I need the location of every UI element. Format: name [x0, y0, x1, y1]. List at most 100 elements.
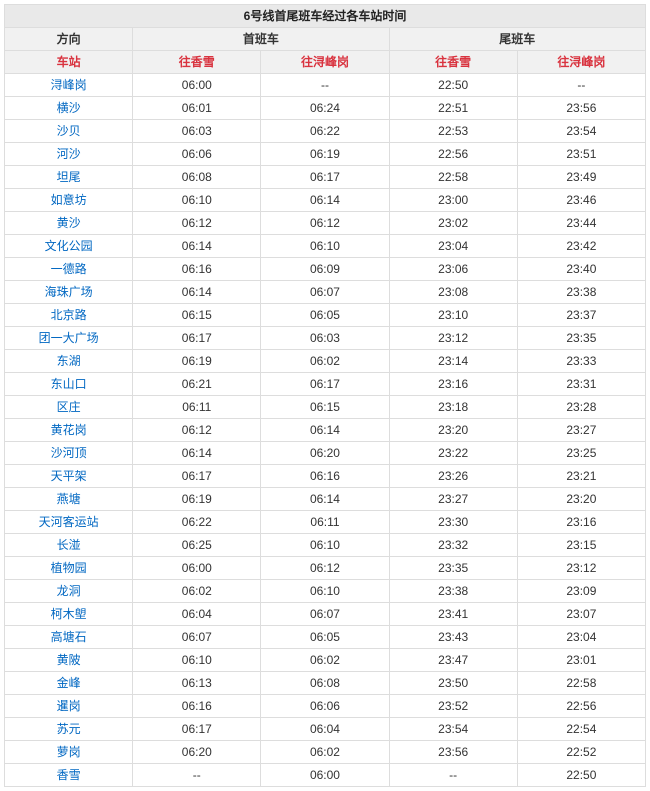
- cell-station: 浔峰岗: [5, 74, 133, 97]
- station-link[interactable]: 天河客运站: [39, 515, 99, 529]
- cell-station: 苏元: [5, 718, 133, 741]
- cell-first-xfg: 06:07: [261, 603, 389, 626]
- station-link[interactable]: 香雪: [57, 768, 81, 782]
- header-direction: 方向: [5, 28, 133, 51]
- cell-first-xfg: 06:10: [261, 580, 389, 603]
- cell-station: 团一大广场: [5, 327, 133, 350]
- station-link[interactable]: 河沙: [57, 147, 81, 161]
- cell-last-xfg: 23:42: [517, 235, 645, 258]
- table-row: 天河客运站06:2206:1123:3023:16: [5, 511, 646, 534]
- cell-station: 沙贝: [5, 120, 133, 143]
- timetable-wrapper: 6号线首尾班车经过各车站时间 方向 首班车 尾班车 车站 往香雪 往浔峰岗 往香…: [4, 4, 646, 787]
- cell-first-xfg: 06:05: [261, 626, 389, 649]
- station-link[interactable]: 黄沙: [57, 216, 81, 230]
- station-link[interactable]: 柯木塱: [51, 607, 87, 621]
- station-link[interactable]: 高塘石: [51, 630, 87, 644]
- cell-last-xfg: 23:20: [517, 488, 645, 511]
- header-last-group: 尾班车: [389, 28, 645, 51]
- station-link[interactable]: 萝岗: [57, 745, 81, 759]
- cell-first-xfg: 06:04: [261, 718, 389, 741]
- station-link[interactable]: 一德路: [51, 262, 87, 276]
- cell-first-xx: 06:17: [133, 327, 261, 350]
- cell-first-xfg: 06:02: [261, 350, 389, 373]
- cell-first-xx: 06:16: [133, 695, 261, 718]
- station-link[interactable]: 文化公园: [45, 239, 93, 253]
- cell-station: 区庄: [5, 396, 133, 419]
- cell-last-xfg: 23:16: [517, 511, 645, 534]
- station-link[interactable]: 东山口: [51, 377, 87, 391]
- table-row: 高塘石06:0706:0523:4323:04: [5, 626, 646, 649]
- table-row: 黄陂06:1006:0223:4723:01: [5, 649, 646, 672]
- station-link[interactable]: 横沙: [57, 101, 81, 115]
- station-link[interactable]: 坦尾: [57, 170, 81, 184]
- cell-station: 文化公园: [5, 235, 133, 258]
- station-link[interactable]: 浔峰岗: [51, 78, 87, 92]
- station-link[interactable]: 暹岗: [57, 699, 81, 713]
- table-row: 海珠广场06:1406:0723:0823:38: [5, 281, 646, 304]
- station-link[interactable]: 团一大广场: [39, 331, 99, 345]
- cell-station: 暹岗: [5, 695, 133, 718]
- cell-last-xx: 23:06: [389, 258, 517, 281]
- cell-last-xx: 23:30: [389, 511, 517, 534]
- station-link[interactable]: 金峰: [57, 676, 81, 690]
- header-last-xx: 往香雪: [389, 51, 517, 74]
- cell-first-xx: 06:20: [133, 741, 261, 764]
- cell-first-xfg: 06:03: [261, 327, 389, 350]
- cell-last-xfg: 23:07: [517, 603, 645, 626]
- station-link[interactable]: 龙洞: [57, 584, 81, 598]
- station-link[interactable]: 区庄: [57, 400, 81, 414]
- cell-last-xx: 23:20: [389, 419, 517, 442]
- cell-first-xfg: 06:12: [261, 212, 389, 235]
- cell-first-xx: 06:17: [133, 465, 261, 488]
- cell-station: 坦尾: [5, 166, 133, 189]
- station-link[interactable]: 黄花岗: [51, 423, 87, 437]
- cell-last-xx: 23:52: [389, 695, 517, 718]
- table-row: 沙贝06:0306:2222:5323:54: [5, 120, 646, 143]
- cell-station: 金峰: [5, 672, 133, 695]
- cell-station: 天平架: [5, 465, 133, 488]
- cell-first-xfg: 06:12: [261, 557, 389, 580]
- station-link[interactable]: 沙河顶: [51, 446, 87, 460]
- station-link[interactable]: 植物园: [51, 561, 87, 575]
- cell-first-xfg: 06:06: [261, 695, 389, 718]
- station-link[interactable]: 苏元: [57, 722, 81, 736]
- cell-last-xfg: 22:50: [517, 764, 645, 787]
- cell-last-xx: 23:32: [389, 534, 517, 557]
- cell-first-xfg: 06:14: [261, 488, 389, 511]
- cell-last-xx: 23:26: [389, 465, 517, 488]
- cell-first-xx: 06:14: [133, 442, 261, 465]
- cell-station: 植物园: [5, 557, 133, 580]
- station-link[interactable]: 黄陂: [57, 653, 81, 667]
- cell-first-xx: 06:01: [133, 97, 261, 120]
- cell-last-xx: 23:16: [389, 373, 517, 396]
- station-link[interactable]: 燕塘: [57, 492, 81, 506]
- cell-station: 黄花岗: [5, 419, 133, 442]
- station-link[interactable]: 如意坊: [51, 193, 87, 207]
- cell-first-xfg: 06:22: [261, 120, 389, 143]
- table-row: 东山口06:2106:1723:1623:31: [5, 373, 646, 396]
- cell-last-xx: 23:10: [389, 304, 517, 327]
- table-row: 沙河顶06:1406:2023:2223:25: [5, 442, 646, 465]
- station-link[interactable]: 长湴: [57, 538, 81, 552]
- cell-station: 香雪: [5, 764, 133, 787]
- table-row: 植物园06:0006:1223:3523:12: [5, 557, 646, 580]
- cell-last-xx: 23:27: [389, 488, 517, 511]
- station-link[interactable]: 沙贝: [57, 124, 81, 138]
- cell-first-xx: 06:19: [133, 350, 261, 373]
- cell-last-xx: 23:18: [389, 396, 517, 419]
- cell-last-xfg: 23:01: [517, 649, 645, 672]
- cell-first-xfg: 06:09: [261, 258, 389, 281]
- station-link[interactable]: 东湖: [57, 354, 81, 368]
- cell-first-xfg: 06:07: [261, 281, 389, 304]
- cell-first-xx: 06:00: [133, 557, 261, 580]
- cell-last-xfg: 23:56: [517, 97, 645, 120]
- cell-first-xx: 06:15: [133, 304, 261, 327]
- station-link[interactable]: 北京路: [51, 308, 87, 322]
- cell-station: 天河客运站: [5, 511, 133, 534]
- station-link[interactable]: 天平架: [51, 469, 87, 483]
- station-link[interactable]: 海珠广场: [45, 285, 93, 299]
- cell-first-xfg: 06:19: [261, 143, 389, 166]
- cell-station: 长湴: [5, 534, 133, 557]
- cell-last-xfg: 23:04: [517, 626, 645, 649]
- cell-first-xx: 06:11: [133, 396, 261, 419]
